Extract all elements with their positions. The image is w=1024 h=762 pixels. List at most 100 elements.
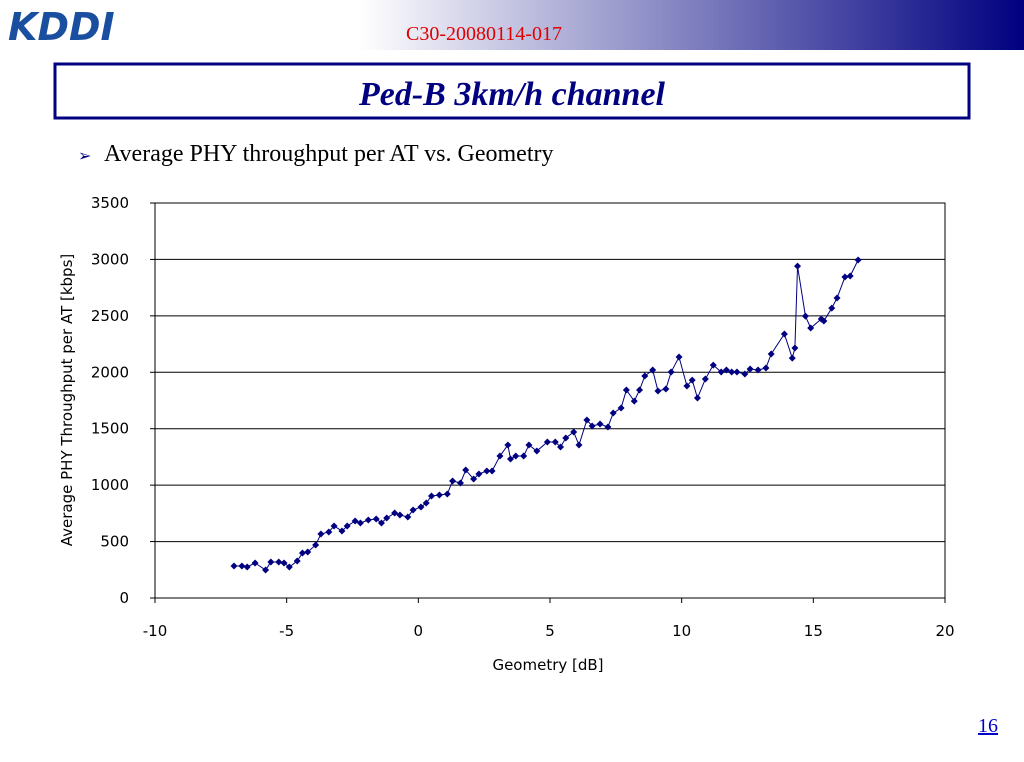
data-point bbox=[330, 522, 338, 530]
data-point bbox=[604, 423, 612, 431]
data-point bbox=[722, 366, 730, 374]
data-point bbox=[470, 475, 478, 483]
logo: KDDI bbox=[8, 5, 115, 49]
data-point bbox=[312, 541, 320, 549]
data-point bbox=[833, 294, 841, 302]
y-tick-label: 500 bbox=[100, 533, 129, 551]
data-point bbox=[520, 452, 528, 460]
data-point bbox=[575, 441, 583, 449]
data-point bbox=[583, 416, 591, 424]
data-point bbox=[351, 517, 359, 525]
data-point bbox=[846, 272, 854, 280]
data-point bbox=[794, 262, 802, 270]
data-point bbox=[404, 513, 412, 521]
data-point bbox=[780, 330, 788, 338]
data-point bbox=[449, 477, 457, 485]
data-point bbox=[622, 386, 630, 394]
x-tick-label: -10 bbox=[143, 622, 168, 640]
data-point bbox=[841, 273, 849, 281]
x-tick-label: 10 bbox=[672, 622, 691, 640]
data-point bbox=[683, 382, 691, 390]
data-point bbox=[693, 394, 701, 402]
data-point bbox=[525, 441, 533, 449]
data-point bbox=[280, 559, 288, 567]
data-point bbox=[488, 467, 496, 475]
data-point bbox=[443, 490, 451, 498]
data-point bbox=[504, 441, 512, 449]
data-point bbox=[728, 368, 736, 376]
y-tick-label: 3000 bbox=[91, 250, 129, 268]
data-point bbox=[636, 386, 644, 394]
data-point bbox=[396, 511, 404, 519]
data-point bbox=[364, 516, 372, 524]
data-point bbox=[701, 375, 709, 383]
data-point bbox=[733, 368, 741, 376]
data-point bbox=[641, 372, 649, 380]
data-point bbox=[828, 304, 836, 312]
data-point bbox=[767, 350, 775, 358]
data-point bbox=[417, 503, 425, 511]
data-point bbox=[383, 514, 391, 522]
y-tick-label: 3500 bbox=[91, 194, 129, 212]
page-number: 16 bbox=[978, 715, 998, 737]
data-point bbox=[688, 376, 696, 384]
data-point bbox=[709, 361, 717, 369]
slide-title: Ped-B 3km/h channel bbox=[358, 76, 666, 113]
data-point bbox=[667, 368, 675, 376]
data-point bbox=[507, 455, 514, 463]
data-point bbox=[596, 420, 604, 428]
data-point bbox=[543, 438, 551, 446]
x-tick-label: -5 bbox=[279, 622, 294, 640]
data-point bbox=[512, 452, 520, 460]
data-point bbox=[285, 563, 293, 571]
data-point bbox=[807, 324, 815, 332]
bullet-text: Average PHY throughput per AT vs. Geomet… bbox=[104, 141, 553, 167]
doc-id: C30-20080114-017 bbox=[406, 23, 562, 45]
data-point bbox=[801, 312, 809, 320]
data-point bbox=[262, 566, 270, 574]
data-point bbox=[372, 515, 380, 523]
data-point bbox=[854, 256, 862, 264]
bullet-marker: ➢ bbox=[78, 148, 91, 165]
data-point bbox=[475, 470, 483, 478]
data-point bbox=[654, 387, 662, 395]
y-tick-label: 0 bbox=[119, 589, 129, 607]
data-point bbox=[356, 519, 364, 527]
data-point bbox=[304, 548, 312, 556]
header-band bbox=[0, 0, 1024, 50]
data-point bbox=[754, 366, 762, 374]
data-point bbox=[788, 354, 796, 362]
data-point bbox=[456, 479, 464, 487]
data-point bbox=[649, 366, 657, 374]
data-point bbox=[617, 404, 625, 412]
data-point bbox=[557, 443, 565, 451]
data-point bbox=[551, 438, 559, 446]
data-point bbox=[762, 364, 770, 372]
data-point bbox=[675, 353, 683, 361]
y-axis-title: Average PHY Throughput per AT [kbps] bbox=[58, 254, 76, 546]
data-point bbox=[662, 385, 670, 393]
data-point bbox=[230, 562, 238, 570]
data-point bbox=[243, 563, 251, 571]
x-tick-label: 15 bbox=[804, 622, 823, 640]
data-point bbox=[325, 528, 333, 536]
data-line bbox=[234, 259, 859, 571]
data-point bbox=[275, 558, 283, 566]
y-tick-label: 2500 bbox=[91, 307, 129, 325]
data-point bbox=[267, 558, 275, 566]
data-point bbox=[462, 466, 470, 474]
data-point bbox=[820, 317, 828, 325]
x-axis-title: Geometry [dB] bbox=[492, 656, 603, 674]
y-tick-label: 2000 bbox=[91, 363, 129, 381]
data-point bbox=[562, 434, 570, 442]
data-point bbox=[533, 447, 541, 455]
data-point bbox=[338, 527, 346, 535]
data-point bbox=[717, 368, 725, 376]
y-tick-label: 1500 bbox=[91, 420, 129, 438]
data-point bbox=[630, 397, 638, 405]
data-point bbox=[391, 509, 399, 517]
data-point bbox=[293, 557, 301, 565]
data-point bbox=[343, 522, 351, 530]
data-point bbox=[317, 530, 325, 538]
